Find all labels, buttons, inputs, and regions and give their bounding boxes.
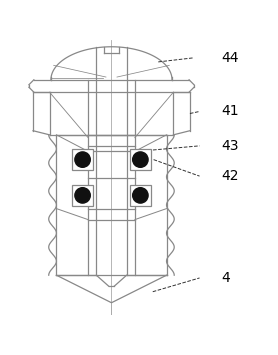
Text: 4: 4: [222, 271, 230, 285]
Circle shape: [133, 152, 148, 167]
Text: 44: 44: [222, 51, 239, 65]
Circle shape: [133, 188, 148, 203]
Text: 43: 43: [222, 139, 239, 153]
Bar: [130, 185, 151, 206]
Bar: [72, 185, 93, 206]
Bar: [130, 149, 151, 170]
Circle shape: [75, 152, 90, 167]
Circle shape: [75, 188, 90, 203]
Bar: [72, 149, 93, 170]
Text: 42: 42: [222, 169, 239, 183]
Text: 41: 41: [222, 104, 239, 119]
